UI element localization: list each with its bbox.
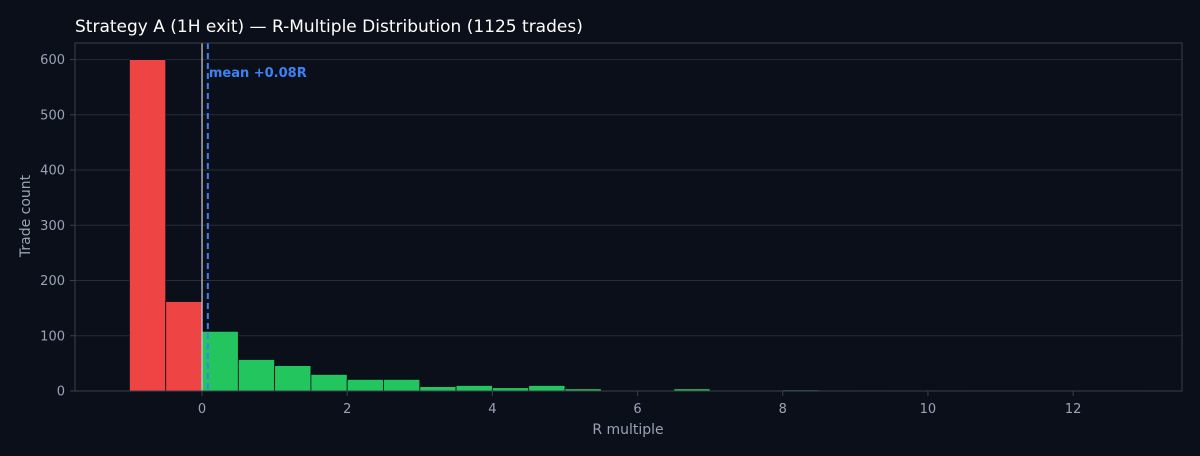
histogram-bar xyxy=(346,378,384,392)
histogram-bar xyxy=(383,378,421,392)
histogram-bar xyxy=(528,385,566,392)
x-tick-label: 4 xyxy=(488,402,496,417)
x-tick-label: 6 xyxy=(633,402,641,417)
histogram-bar xyxy=(419,386,457,392)
x-tick-label: 2 xyxy=(343,402,351,417)
y-axis-label: Trade count xyxy=(18,174,34,258)
x-axis-label: R multiple xyxy=(592,422,663,438)
y-tick-label: 200 xyxy=(40,274,65,289)
y-tick-label: 0 xyxy=(57,385,65,400)
x-tick-label: 8 xyxy=(779,402,787,417)
y-tick-label: 400 xyxy=(40,164,65,179)
plot-frame xyxy=(74,42,1183,392)
chart-title: Strategy A (1H exit) — R-Multiple Distri… xyxy=(75,17,583,37)
y-tick-label: 100 xyxy=(40,329,65,344)
y-tick-label: 500 xyxy=(40,108,65,123)
mean-annotation: mean +0.08R xyxy=(209,66,307,81)
y-axis-ticks: 0 100 200 300 400 500 600 xyxy=(40,53,75,400)
histogram-bar xyxy=(201,330,239,392)
y-tick-label: 600 xyxy=(40,53,65,68)
x-tick-label: 12 xyxy=(1065,402,1082,417)
histogram-bar xyxy=(129,59,167,392)
x-tick-label: 10 xyxy=(920,402,937,417)
x-tick-label: 0 xyxy=(198,402,206,417)
histogram-bar xyxy=(237,359,276,392)
histogram-bar xyxy=(274,365,312,392)
histogram-bar xyxy=(455,385,493,392)
histogram-bar xyxy=(310,374,348,392)
histogram-bar xyxy=(165,301,203,392)
grid xyxy=(75,59,1182,392)
y-tick-label: 300 xyxy=(40,219,65,234)
x-axis-ticks: 0 2 4 6 8 10 12 xyxy=(198,391,1081,417)
plot-border xyxy=(74,42,1183,392)
reference-lines xyxy=(201,43,209,391)
